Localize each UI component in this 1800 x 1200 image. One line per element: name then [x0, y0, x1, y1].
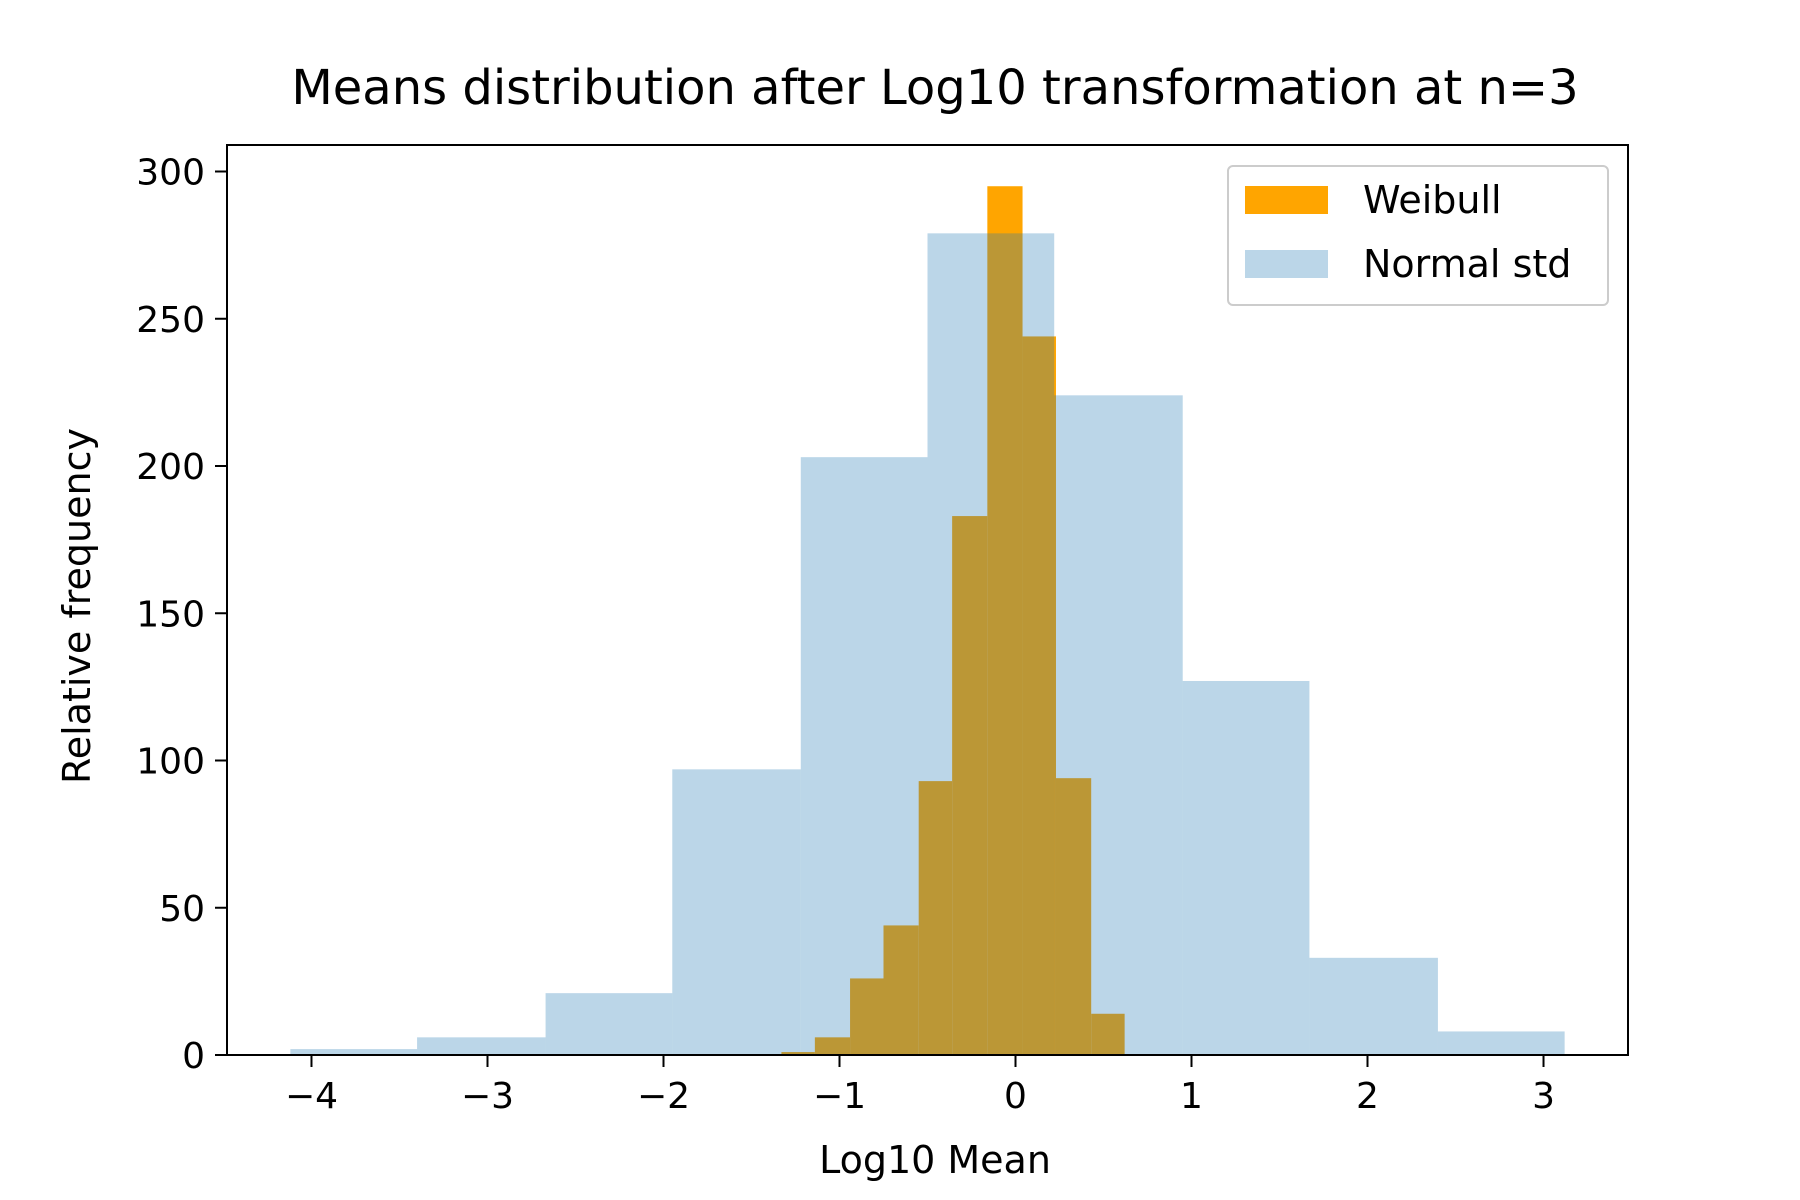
- y-tick-label: 150: [136, 594, 205, 635]
- weibull-bar: [918, 781, 953, 1055]
- normal-std-bar: [672, 769, 801, 1055]
- x-tick-label: −2: [637, 1076, 690, 1117]
- normal-std-bar: [417, 1037, 546, 1055]
- normal-std-bar: [290, 1049, 418, 1055]
- weibull-bar: [987, 186, 1023, 1056]
- legend-label-normal-std: Normal std: [1363, 242, 1571, 286]
- y-tick-label: 50: [159, 889, 205, 930]
- y-tick-label: 300: [136, 153, 205, 194]
- y-axis-label: Relative frequency: [55, 428, 99, 784]
- weibull-bar: [850, 978, 884, 1055]
- legend-label-weibull: Weibull: [1363, 178, 1502, 222]
- x-tick-label: 3: [1532, 1076, 1555, 1117]
- normal-std-bar: [1309, 957, 1438, 1055]
- x-axis-label: Log10 Mean: [819, 1138, 1051, 1182]
- weibull-bar: [952, 516, 988, 1055]
- legend-swatch-normal-std: [1245, 250, 1328, 278]
- normal-std-bar: [1054, 395, 1183, 1056]
- weibull-bar: [1091, 1013, 1125, 1055]
- plot-frame: [226, 144, 1629, 1056]
- x-tick-label: 2: [1356, 1076, 1379, 1117]
- weibull-bar: [814, 1037, 851, 1055]
- weibull-bar: [1055, 778, 1092, 1055]
- x-tick-label: 0: [1004, 1076, 1027, 1117]
- y-tick-label: 200: [136, 447, 205, 488]
- legend: Weibull Normal std: [1227, 165, 1609, 306]
- y-tick-label: 250: [136, 300, 205, 341]
- normal-std-bar: [545, 993, 673, 1055]
- y-tick-label: 0: [182, 1036, 205, 1077]
- normal-std-bar: [927, 233, 1055, 1056]
- axes: −4 −3 −2 −1 0 1 2 3 0 50 100 150 200 250 300: [136, 144, 1629, 1117]
- x-tick-label: 1: [1180, 1076, 1203, 1117]
- weibull-bar: [883, 925, 919, 1055]
- weibull-bar: [781, 1052, 815, 1055]
- legend-swatch-weibull: [1245, 186, 1328, 214]
- normal-std-bar: [1182, 680, 1310, 1055]
- y-tick-label: 100: [136, 742, 205, 783]
- x-tick-label: −4: [285, 1076, 338, 1117]
- chart-title: Means distribution after Log10 transform…: [291, 60, 1578, 116]
- histogram-bars: [290, 186, 1565, 1056]
- x-tick-label: −3: [461, 1076, 514, 1117]
- x-tick-label: −1: [813, 1076, 866, 1117]
- normal-std-bar: [800, 457, 928, 1055]
- weibull-bar: [1022, 336, 1056, 1055]
- normal-std-bar: [1437, 1031, 1565, 1055]
